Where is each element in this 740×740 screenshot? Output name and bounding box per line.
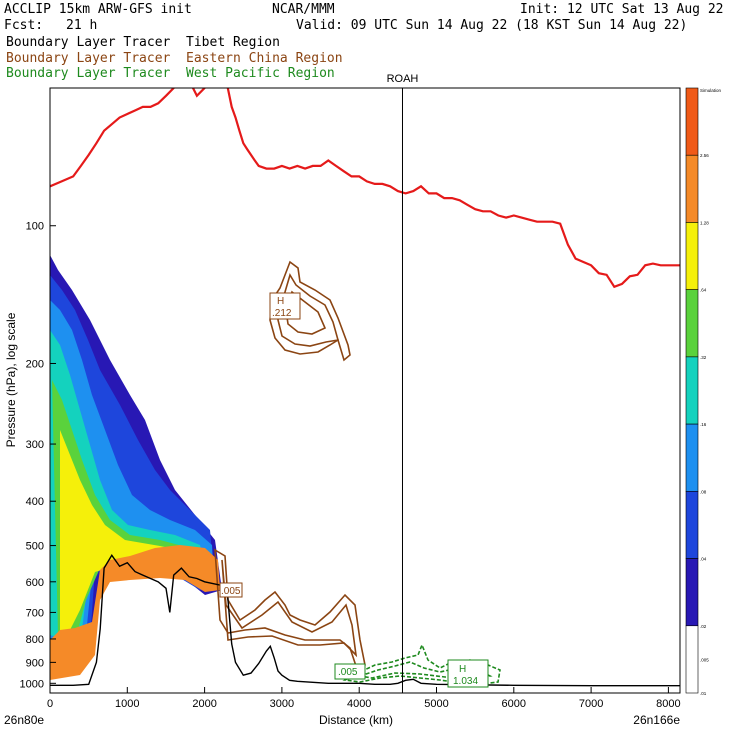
colorbar-label-9: .01 [700, 691, 707, 696]
label-wp-high-letter: H [459, 664, 466, 675]
colorbar-label-0: Simulation [700, 88, 722, 93]
colorbar-label-7: .04 [700, 557, 707, 562]
valid-time: Valid: 09 UTC Sun 14 Aug 22 (18 KST Sun … [296, 18, 688, 33]
legend-tibet: Boundary Layer Tracer Tibet Region [6, 35, 280, 50]
y-tick-label-500: 500 [26, 541, 44, 553]
x-tick-label-6000: 6000 [502, 698, 526, 710]
y-tick-label-100: 100 [26, 221, 44, 233]
ec-contour-lower-outer [214, 548, 366, 674]
y-axis-ticks: 100 200 300 400 500 600 700 800 900 1000 [20, 221, 56, 690]
endpoint-left: 26n80e [4, 713, 44, 727]
y-tick-label-700: 700 [26, 607, 44, 619]
y-tick-label-300: 300 [26, 439, 44, 451]
label-ec-high: H .212 [269, 292, 301, 320]
colorbar-swatch-8 [685, 625, 699, 694]
label-ec-high-letter: H [277, 296, 284, 307]
label-wp-low: .005 [334, 663, 366, 680]
x-tick-label-0: 0 [47, 698, 53, 710]
colorbar-label-5: .16 [700, 422, 707, 427]
colorbar-label-8: .02 [700, 624, 707, 629]
tracer-level-06 [60, 430, 200, 630]
colorbar-label-10: .005 [700, 657, 709, 662]
tropopause-line [50, 88, 680, 289]
x-tick-label-1000: 1000 [115, 698, 139, 710]
y-tick-label-800: 800 [26, 634, 44, 646]
label-wp-low-value: .005 [338, 667, 358, 678]
label-wp-high: H 1.034 [447, 659, 489, 688]
eastern-china-contours [214, 260, 366, 674]
x-axis-label: Distance (km) [319, 713, 393, 727]
x-tick-label-3000: 3000 [270, 698, 294, 710]
colorbar-swatch-0 [685, 87, 699, 156]
legend-eastern-china: Boundary Layer Tracer Eastern China Regi… [6, 51, 343, 66]
colorbar-label-4: .32 [700, 355, 707, 360]
y-axis-label: Pressure (hPa), log scale [4, 312, 18, 447]
y-tick-label-600: 600 [26, 577, 44, 589]
colorbar-swatch-1 [685, 154, 699, 223]
plot-frame [49, 87, 681, 694]
colorbar-swatch-6 [685, 491, 699, 559]
y-tick-label-900: 900 [26, 657, 44, 669]
colorbar-swatch-5 [685, 423, 699, 492]
tibet-tracer-shading [50, 255, 222, 680]
x-tick-label-2000: 2000 [192, 698, 216, 710]
colorbar-label-2: 1.28 [700, 220, 709, 225]
y-tick-label-200: 200 [26, 358, 44, 370]
colorbar: Simulation 2.56 1.28 .64 .32 .16 .08 .04 .02 .01.… [685, 87, 722, 696]
label-ec-low: .005 [219, 582, 243, 598]
ec-contour-lower-inner [221, 559, 358, 658]
colorbar-swatch-7 [685, 558, 699, 627]
forecast-hours: 21 h [66, 18, 98, 33]
init-time: Init: 12 UTC Sat 13 Aug 22 [520, 2, 724, 17]
x-tick-label-5000: 5000 [424, 698, 448, 710]
y-tick-label-400: 400 [26, 496, 44, 508]
x-axis-ticks: 0 1000 2000 3000 4000 5000 6000 7000 8000 [47, 687, 681, 710]
colorbar-label-3: .64 [700, 288, 707, 293]
terrain-line [50, 554, 680, 687]
endpoint-right: 26n166e [633, 713, 680, 727]
organization: NCAR/MMM [272, 2, 335, 17]
x-tick-label-4000: 4000 [347, 698, 371, 710]
model-title: ACCLIP 15km ARW-GFS init [4, 2, 192, 17]
x-tick-label-8000: 8000 [656, 698, 680, 710]
label-wp-high-value: 1.034 [453, 676, 478, 687]
x-tick-label-7000: 7000 [579, 698, 603, 710]
colorbar-swatch-4 [685, 356, 699, 425]
label-ec-low-value: .005 [221, 586, 241, 597]
forecast-label: Fcst: [4, 18, 44, 33]
legend-west-pacific: Boundary Layer Tracer West Pacific Regio… [6, 66, 335, 81]
tracer-level-07 [50, 545, 220, 680]
label-ec-high-value: .212 [272, 308, 292, 319]
colorbar-swatch-2 [685, 222, 699, 290]
station-label: ROAH [387, 73, 419, 85]
colorbar-label-6: .08 [700, 489, 707, 494]
colorbar-swatch-3 [685, 289, 699, 358]
colorbar-label-1: 2.56 [700, 153, 709, 158]
y-tick-label-1000: 1000 [20, 678, 44, 690]
